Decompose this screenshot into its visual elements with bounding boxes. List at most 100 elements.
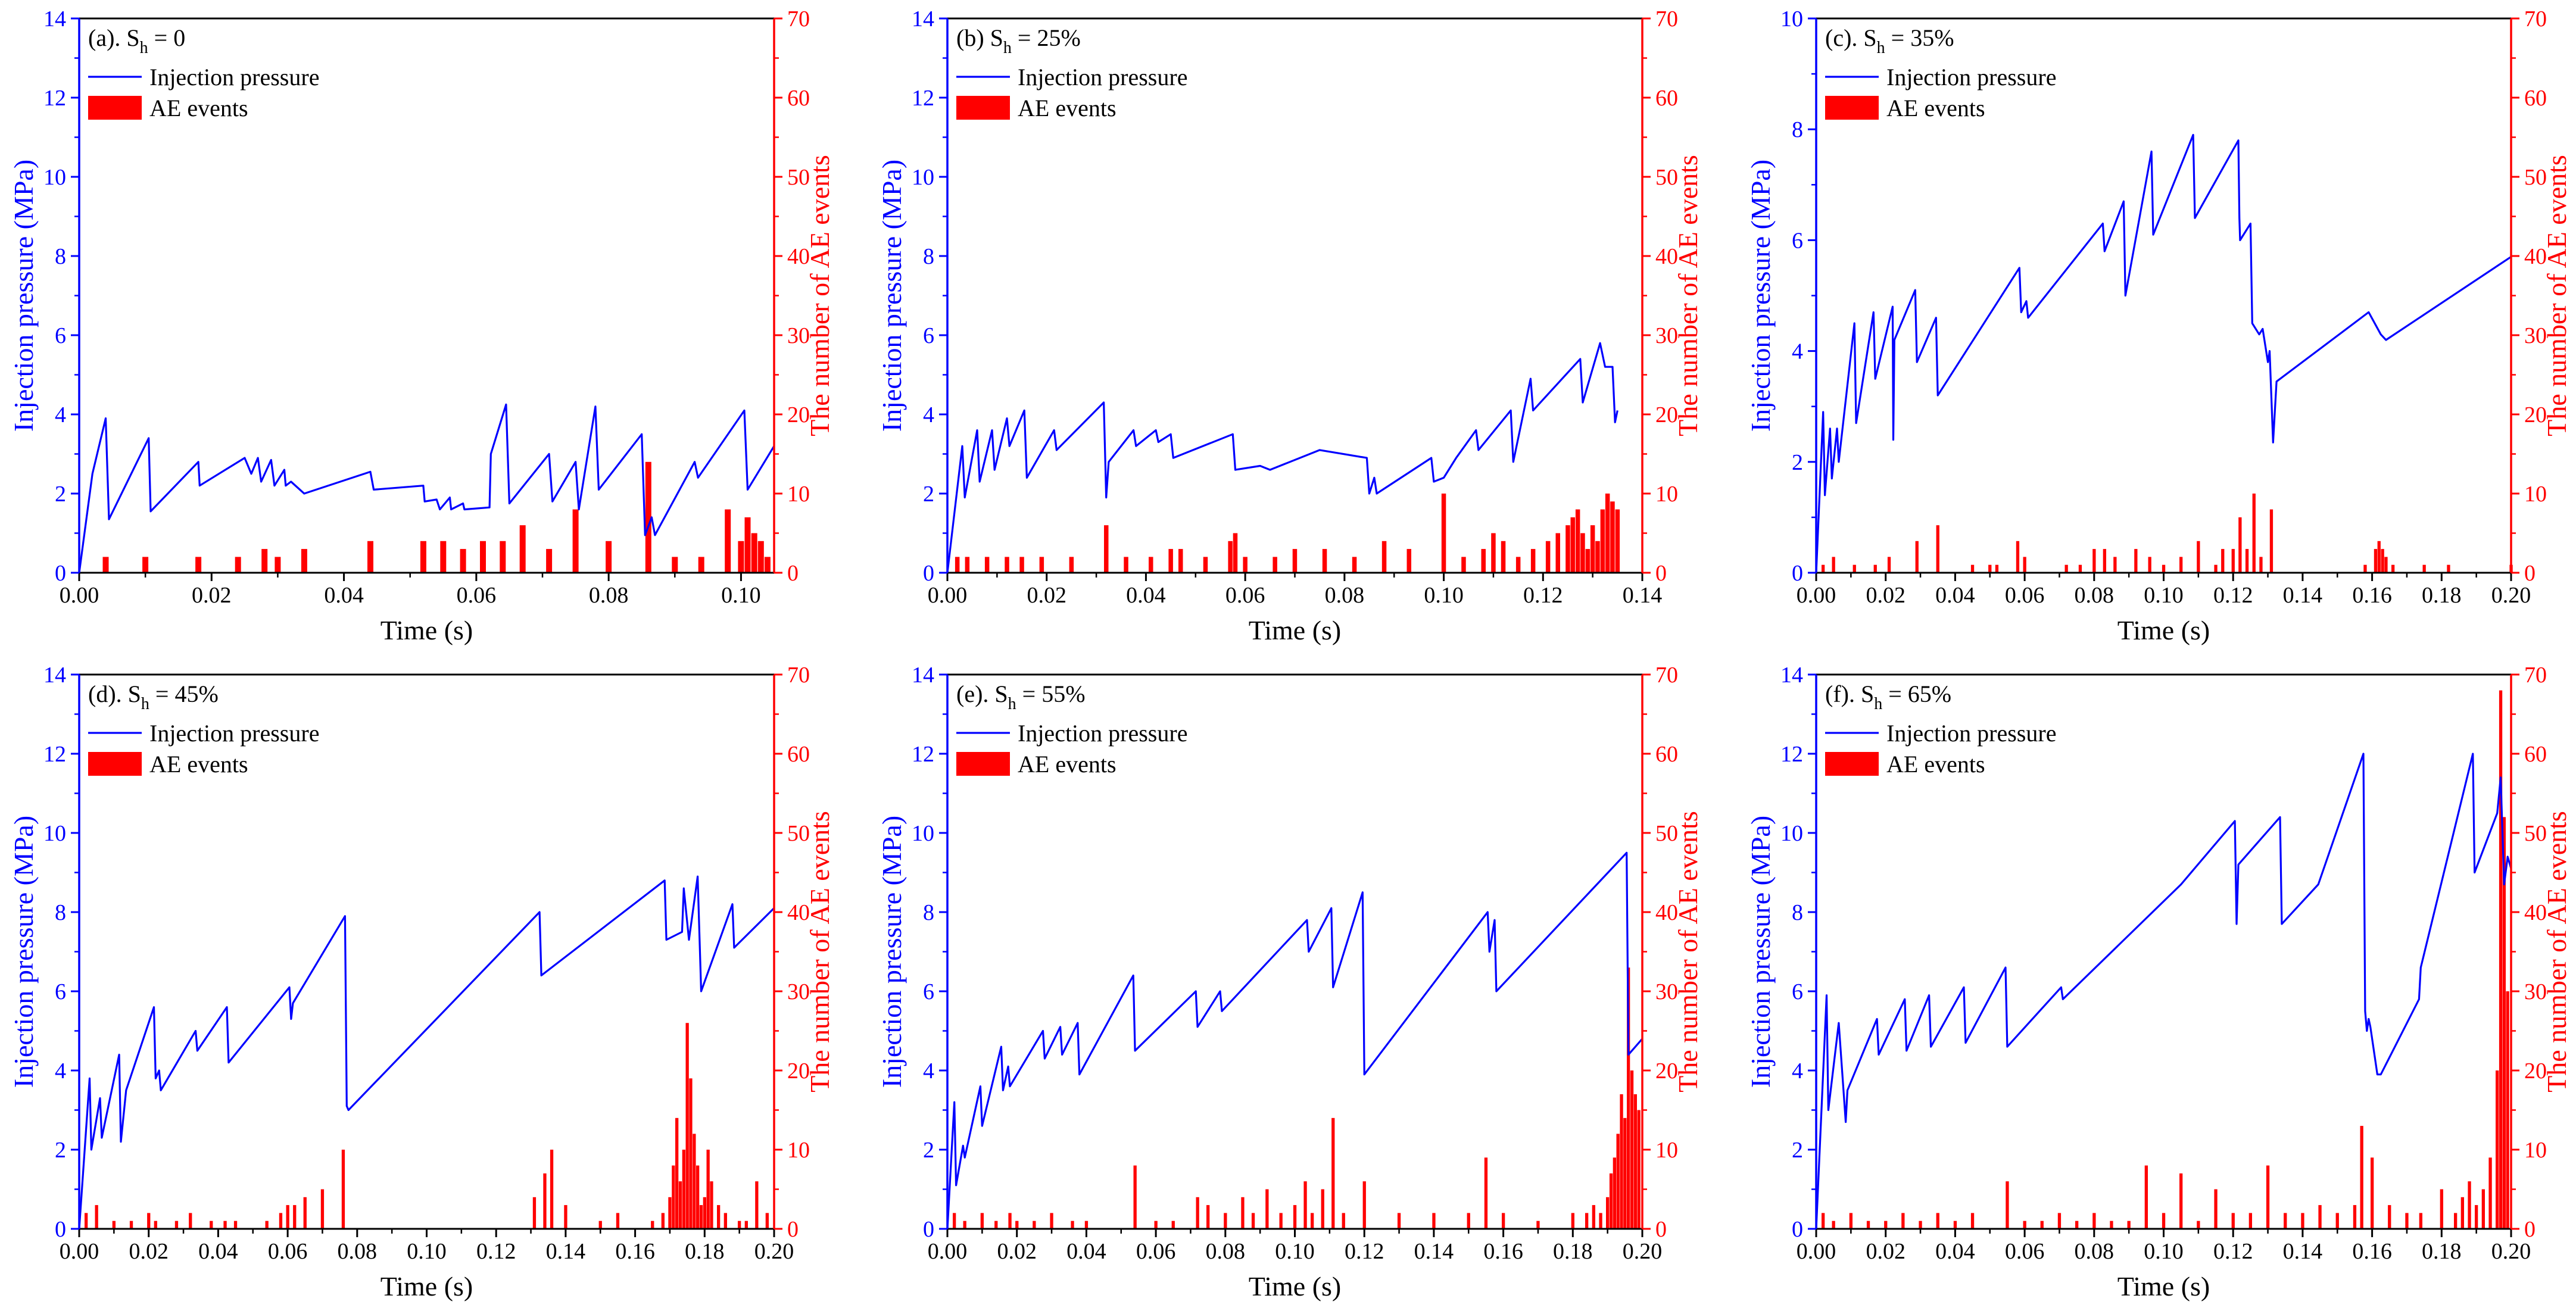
ae-bar	[550, 1150, 554, 1229]
ae-bar	[2197, 541, 2200, 573]
ae-bar	[1501, 541, 1506, 573]
ae-bar	[341, 1150, 345, 1229]
y-right-tick-label: 10	[1655, 1138, 1678, 1163]
legend-ae-swatch	[956, 752, 1010, 776]
x-tick-label: 0.08	[589, 583, 629, 608]
x-tick-label: 0.06	[1136, 1239, 1176, 1264]
x-tick-label: 0.12	[1523, 583, 1563, 608]
ae-bar	[2023, 1221, 2026, 1229]
ae-bar	[2506, 991, 2509, 1229]
y-left-tick-label: 12	[912, 742, 934, 767]
x-tick-label: 0.00	[60, 583, 99, 608]
ae-bar	[1613, 1157, 1616, 1229]
ae-bar	[2419, 1213, 2422, 1229]
legend-ae-swatch	[88, 96, 142, 120]
ae-bar	[2468, 1181, 2471, 1229]
chart-panel-2: 0.00 0.02 0.04 0.06 0.08 0.10 0.12 0.1402468101…	[877, 7, 1703, 645]
ae-bar	[723, 1213, 727, 1229]
y-right-tick-label: 60	[1655, 86, 1678, 111]
ae-bar	[1303, 1181, 1307, 1229]
ae-bar	[765, 1213, 769, 1229]
ae-bars	[1822, 690, 2509, 1229]
x-tick-label: 0.20	[1623, 1239, 1663, 1264]
ae-bar	[1432, 1213, 1436, 1229]
ae-bar	[2179, 1173, 2183, 1229]
y-right-axis-title: The number of AE events	[804, 155, 835, 436]
ae-bar	[2284, 1213, 2287, 1229]
y-right-axis-title: The number of AE events	[1673, 811, 1703, 1092]
legend-ae-swatch	[88, 752, 142, 776]
ae-bar	[2148, 557, 2151, 573]
y-left-tick-label: 2	[923, 482, 934, 507]
ae-bar	[440, 541, 447, 573]
y-right-tick-label: 50	[2524, 165, 2547, 190]
y-left-tick-label: 10	[1780, 7, 1803, 32]
y-left-tick-label: 10	[43, 165, 66, 190]
y-right-tick-label: 40	[2524, 900, 2547, 925]
ae-bar	[1311, 1213, 1314, 1229]
ae-bar	[2374, 549, 2378, 573]
pressure-line	[946, 851, 1643, 1229]
ae-bar	[286, 1205, 289, 1229]
ae-bar	[1233, 533, 1238, 573]
ae-bar	[2103, 549, 2106, 573]
ae-bar	[2064, 564, 2068, 573]
ae-bar	[2269, 509, 2274, 573]
ae-bar	[500, 541, 506, 573]
ae-bar	[1228, 541, 1233, 573]
legend-pressure-label: Injection pressure	[1886, 64, 2056, 90]
x-tick-label: 0.00	[60, 1239, 99, 1264]
panel-label-prefix: (c). S	[1825, 24, 1877, 51]
ae-bar	[2381, 549, 2384, 573]
x-tick-label: 0.08	[338, 1239, 378, 1264]
y-left-tick-label: 6	[1792, 979, 1803, 1004]
ae-bar	[598, 1221, 602, 1229]
ae-bar	[460, 549, 466, 573]
ae-bar	[738, 1221, 741, 1229]
x-tick-label: 0.20	[2491, 583, 2531, 608]
ae-bar	[1251, 1213, 1255, 1229]
x-tick-label: 0.02	[1866, 583, 1906, 608]
x-tick-label: 0.10	[1424, 583, 1464, 608]
ae-bar	[1873, 564, 1877, 573]
ae-bar	[367, 541, 373, 573]
ae-bar	[1919, 1221, 1922, 1229]
ae-bar	[672, 1165, 675, 1229]
panel-label-prefix: (e). S	[956, 681, 1008, 707]
ae-bar	[2092, 549, 2096, 573]
ae-bar	[210, 1221, 213, 1229]
ae-bar	[265, 1221, 269, 1229]
ae-bar	[1530, 549, 1536, 573]
ae-bar	[2179, 557, 2183, 573]
ae-bar	[1015, 1221, 1019, 1229]
y-left-tick-label: 4	[923, 1059, 934, 1084]
pressure-line	[78, 403, 775, 573]
ae-bar	[1481, 549, 1486, 573]
ae-bar	[261, 549, 268, 573]
legend: Injection pressure AE events	[956, 64, 1187, 121]
ae-bar	[301, 549, 307, 573]
legend-ae-label: AE events	[149, 95, 248, 121]
ae-bar	[1555, 533, 1560, 573]
ae-bar	[1545, 541, 1551, 573]
y-left-tick-label: 2	[923, 1138, 934, 1163]
y-left-tick-label: 2	[1792, 450, 1803, 475]
ae-bar	[1224, 1213, 1227, 1229]
x-tick-label: 0.16	[1483, 1239, 1523, 1264]
legend: Injection pressure AE events	[88, 720, 319, 778]
ae-bar	[2318, 1205, 2322, 1229]
ae-bar	[2454, 1213, 2458, 1229]
ae-bar	[1033, 1221, 1036, 1229]
y-right-tick-label: 40	[2524, 244, 2547, 269]
y-right-tick-label: 50	[1655, 821, 1678, 846]
y-right-tick-label: 70	[2524, 663, 2547, 688]
x-tick-label: 0.02	[192, 583, 232, 608]
y-right-tick-label: 20	[2524, 1059, 2547, 1084]
ae-bar	[532, 1197, 537, 1229]
ae-bar	[1461, 557, 1466, 573]
ae-bar	[757, 541, 764, 573]
y-right-tick-label: 10	[787, 482, 810, 507]
ae-bar	[2078, 564, 2082, 573]
y-right-tick-label: 10	[2524, 1138, 2547, 1163]
